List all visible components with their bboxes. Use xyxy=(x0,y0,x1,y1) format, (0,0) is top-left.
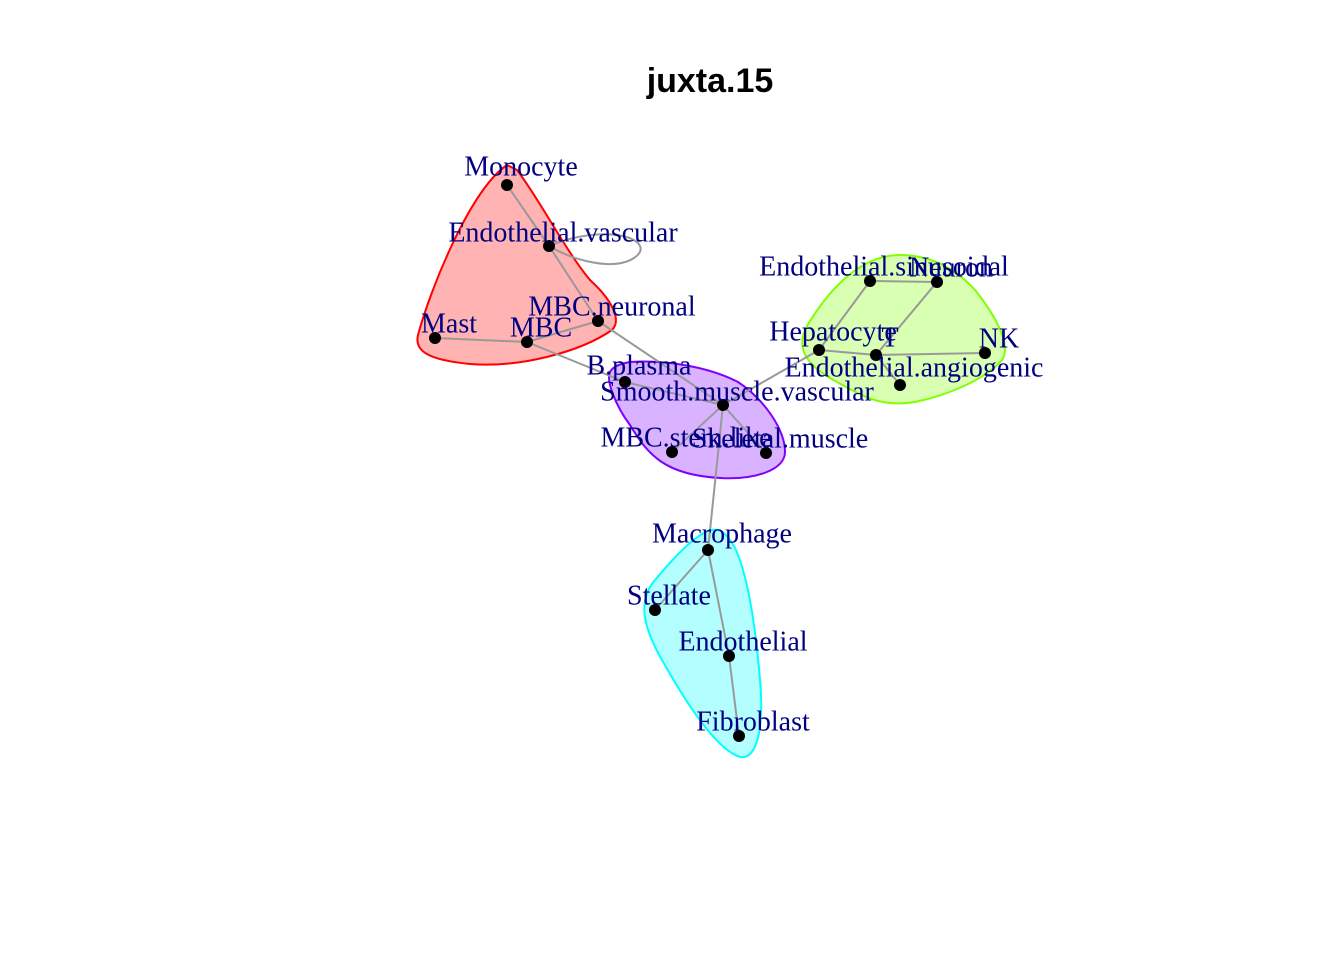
node-Endothelial xyxy=(723,650,735,662)
edge-Smooth.muscle.vascular-Macrophage xyxy=(707,404,724,551)
edge-Macrophage-Stellate xyxy=(654,549,709,611)
node-Smooth.muscle.vascular xyxy=(717,399,729,411)
node-Neuron xyxy=(931,276,943,288)
node-Endothelial.angiogenic xyxy=(894,379,906,391)
edge-Neuron-T xyxy=(875,281,938,356)
community-hull-cyan xyxy=(643,528,763,759)
graph-title: juxta.15 xyxy=(646,62,774,100)
node-label-Endothelial.sinusoidal: Endothelial.sinusoidal xyxy=(759,251,1009,282)
node-Endothelial.sinusoidal xyxy=(864,275,876,287)
community-hull-purple xyxy=(608,360,787,480)
node-label-Mast: Mast xyxy=(421,308,477,339)
edge-B.plasma-Smooth.muscle.vascular xyxy=(624,381,724,406)
node-Fibroblast xyxy=(733,730,745,742)
edge-Monocyte-Endothelial.vascular xyxy=(506,184,550,247)
node-label-Fibroblast: Fibroblast xyxy=(696,706,810,737)
node-B.plasma xyxy=(619,376,631,388)
edge-Macrophage-Endothelial xyxy=(707,549,730,657)
edge-Hepatocyte-Endothelial.sinusoidal xyxy=(818,280,871,351)
node-Monocyte xyxy=(501,179,513,191)
community-hull-green xyxy=(801,253,1006,405)
graph-nodes xyxy=(429,179,991,742)
node-label-Neuron: Neuron xyxy=(909,252,993,283)
node-label-Endothelial: Endothelial xyxy=(678,626,807,657)
node-T xyxy=(870,349,882,361)
node-label-Endothelial.vascular: Endothelial.vascular xyxy=(448,217,678,248)
edge-MBC-B.plasma xyxy=(526,341,626,383)
node-MBC xyxy=(521,336,533,348)
edge-Smooth.muscle.vascular-Skeletal.muscle xyxy=(722,404,767,454)
community-hull-red xyxy=(416,163,617,366)
graph-edges xyxy=(434,184,986,737)
node-label-T: T xyxy=(881,322,898,353)
node-label-Monocyte: Monocyte xyxy=(464,151,578,182)
edge-MBC.neuronal-Smooth.muscle.vascular xyxy=(597,320,724,406)
edge-Smooth.muscle.vascular-Hepatocyte xyxy=(722,349,820,406)
edge-Hepatocyte-T xyxy=(818,349,877,356)
edge-T-NK xyxy=(875,352,986,356)
node-label-Smooth.muscle.vascular: Smooth.muscle.vascular xyxy=(600,376,874,407)
community-hulls xyxy=(416,163,1006,759)
edge-Endothelial.vascular-Endothelial.vascular xyxy=(548,233,642,265)
edge-Endothelial.sinusoidal-Neuron xyxy=(869,280,938,283)
node-Stellate xyxy=(649,604,661,616)
node-NK xyxy=(979,347,991,359)
node-label-Skeletal.muscle: Skeletal.muscle xyxy=(692,423,869,454)
node-label-NK: NK xyxy=(979,323,1019,354)
node-label-Stellate: Stellate xyxy=(627,580,711,611)
edge-Endothelial-Fibroblast xyxy=(728,655,740,737)
node-label-Macrophage: Macrophage xyxy=(652,518,792,549)
node-Hepatocyte xyxy=(813,344,825,356)
node-MBC.neuronal xyxy=(592,315,604,327)
node-Endothelial.vascular xyxy=(543,240,555,252)
edge-Endothelial.vascular-MBC.neuronal xyxy=(548,245,599,322)
edge-Mast-MBC xyxy=(434,337,528,343)
node-label-B.plasma: B.plasma xyxy=(587,350,693,381)
node-label-MBC: MBC xyxy=(510,312,572,343)
node-label-Hepatocyte: Hepatocyte xyxy=(769,316,897,347)
node-label-MBC.neuronal: MBC.neuronal xyxy=(528,291,695,322)
edge-Smooth.muscle.vascular-MBC.stem.like xyxy=(671,404,724,453)
edge-T-Endothelial.angiogenic xyxy=(875,354,901,386)
node-Skeletal.muscle xyxy=(760,447,772,459)
edge-MBC.neuronal-MBC xyxy=(526,320,599,343)
graph-node-labels: Monocyte Endothelial.vascular MBC.neuronal… xyxy=(421,151,1043,737)
node-MBC.stem.like xyxy=(666,446,678,458)
node-label-MBC.stem.like: MBC.stem.like xyxy=(600,422,771,453)
node-Mast xyxy=(429,332,441,344)
node-Macrophage xyxy=(702,544,714,556)
node-label-Endothelial.angiogenic: Endothelial.angiogenic xyxy=(785,352,1044,383)
